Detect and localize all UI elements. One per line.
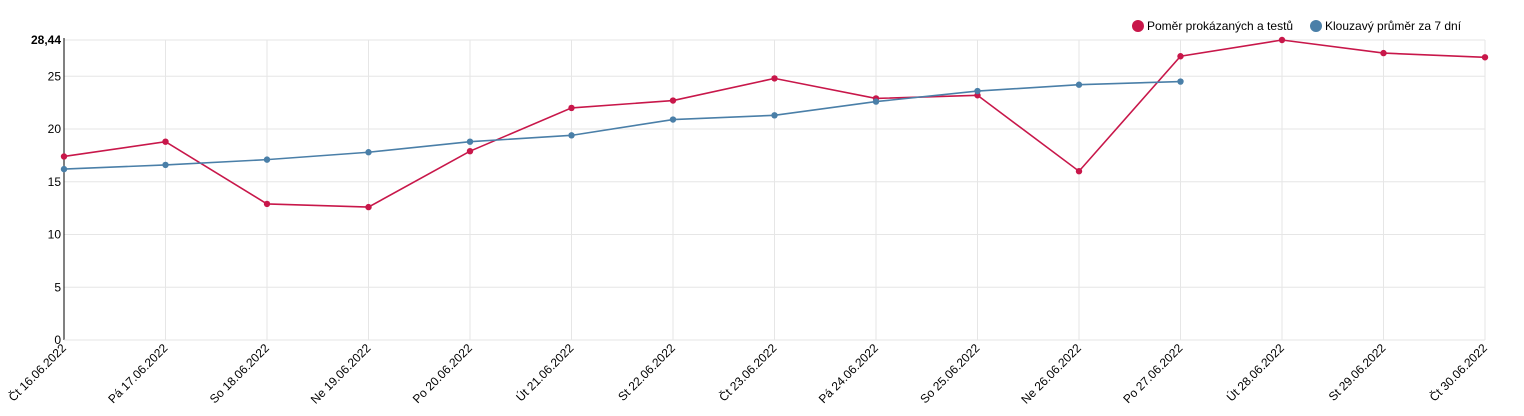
y-tick-label: 5 xyxy=(54,280,61,294)
x-tick-label: Čt 30.06.2022 xyxy=(1426,340,1490,404)
legend-marker-2[interactable] xyxy=(1310,20,1322,32)
x-tick-label: Út 21.06.2022 xyxy=(513,340,577,404)
x-tick-label: Út 28.06.2022 xyxy=(1223,340,1287,404)
legend-label-2[interactable]: Klouzavý průměr za 7 dní xyxy=(1325,19,1462,33)
x-tick-label: St 22.06.2022 xyxy=(615,341,678,404)
series-2-point[interactable] xyxy=(365,149,372,156)
series-1-point[interactable] xyxy=(365,203,372,211)
series-1-point[interactable] xyxy=(60,153,68,160)
y-tick-label: 25 xyxy=(48,69,62,83)
series-2-point[interactable] xyxy=(1177,78,1184,85)
series-group xyxy=(60,36,1489,211)
series-2-point[interactable] xyxy=(974,87,981,95)
series-2-point[interactable] xyxy=(263,156,271,163)
series-1-point[interactable] xyxy=(1075,168,1083,175)
x-tick-label: Ne 19.06.2022 xyxy=(308,341,374,407)
series-1-point[interactable] xyxy=(162,138,169,145)
y-tick-label: 10 xyxy=(48,228,62,242)
x-axis-tick-labels: Čt 16.06.2022 Pá 17.06.2022 So 18.06.2022 N… xyxy=(5,340,1490,407)
y-tick-label: 0 xyxy=(54,333,61,347)
grid-lines xyxy=(64,39,1486,340)
y-axis-tick-labels: 0 5 10 15 20 25 28,44 xyxy=(31,33,61,347)
series-1-point[interactable] xyxy=(263,200,271,208)
legend-label-1[interactable]: Poměr prokázaných a testů xyxy=(1147,19,1293,33)
x-tick-label: St 29.06.2022 xyxy=(1326,341,1389,404)
x-tick-label: Čt 23.06.2022 xyxy=(716,340,780,404)
series-1-point[interactable] xyxy=(1481,54,1489,61)
series-2-point[interactable] xyxy=(872,98,880,105)
x-tick-label: So 18.06.2022 xyxy=(207,341,272,406)
x-tick-label: Pá 24.06.2022 xyxy=(816,341,881,406)
series-1-point[interactable] xyxy=(568,104,575,112)
x-tick-label: Po 20.06.2022 xyxy=(410,341,475,406)
x-tick-label: Pá 17.06.2022 xyxy=(105,341,170,406)
y-tick-label: 15 xyxy=(48,175,62,189)
series-line-2 xyxy=(63,80,1181,170)
x-tick-label: So 25.06.2022 xyxy=(917,341,982,406)
series-1-point[interactable] xyxy=(466,147,474,155)
y-max-label: 28,44 xyxy=(31,33,61,47)
legend-marker-1[interactable] xyxy=(1132,20,1144,32)
series-1-point[interactable] xyxy=(771,75,778,82)
series-2-point[interactable] xyxy=(1075,81,1083,88)
series-1-point[interactable] xyxy=(1278,36,1286,44)
series-2-point[interactable] xyxy=(60,165,68,173)
legend[interactable]: Poměr prokázaných a testů Klouzavý průměr… xyxy=(1132,19,1462,33)
x-tick-label: Čt 16.06.2022 xyxy=(5,340,69,404)
series-2-point[interactable] xyxy=(466,138,474,145)
series-1-point[interactable] xyxy=(1380,49,1387,57)
series-1-point[interactable] xyxy=(1177,53,1184,60)
series-2-point[interactable] xyxy=(771,112,778,119)
series-1-point[interactable] xyxy=(669,97,677,104)
x-tick-label: Ne 26.06.2022 xyxy=(1018,341,1084,407)
series-2-point[interactable] xyxy=(162,161,169,169)
x-tick-label: Po 27.06.2022 xyxy=(1120,341,1185,406)
series-2-point[interactable] xyxy=(568,132,575,139)
axes xyxy=(63,38,1485,341)
y-tick-label: 20 xyxy=(48,122,62,136)
series-2-point[interactable] xyxy=(669,116,677,123)
